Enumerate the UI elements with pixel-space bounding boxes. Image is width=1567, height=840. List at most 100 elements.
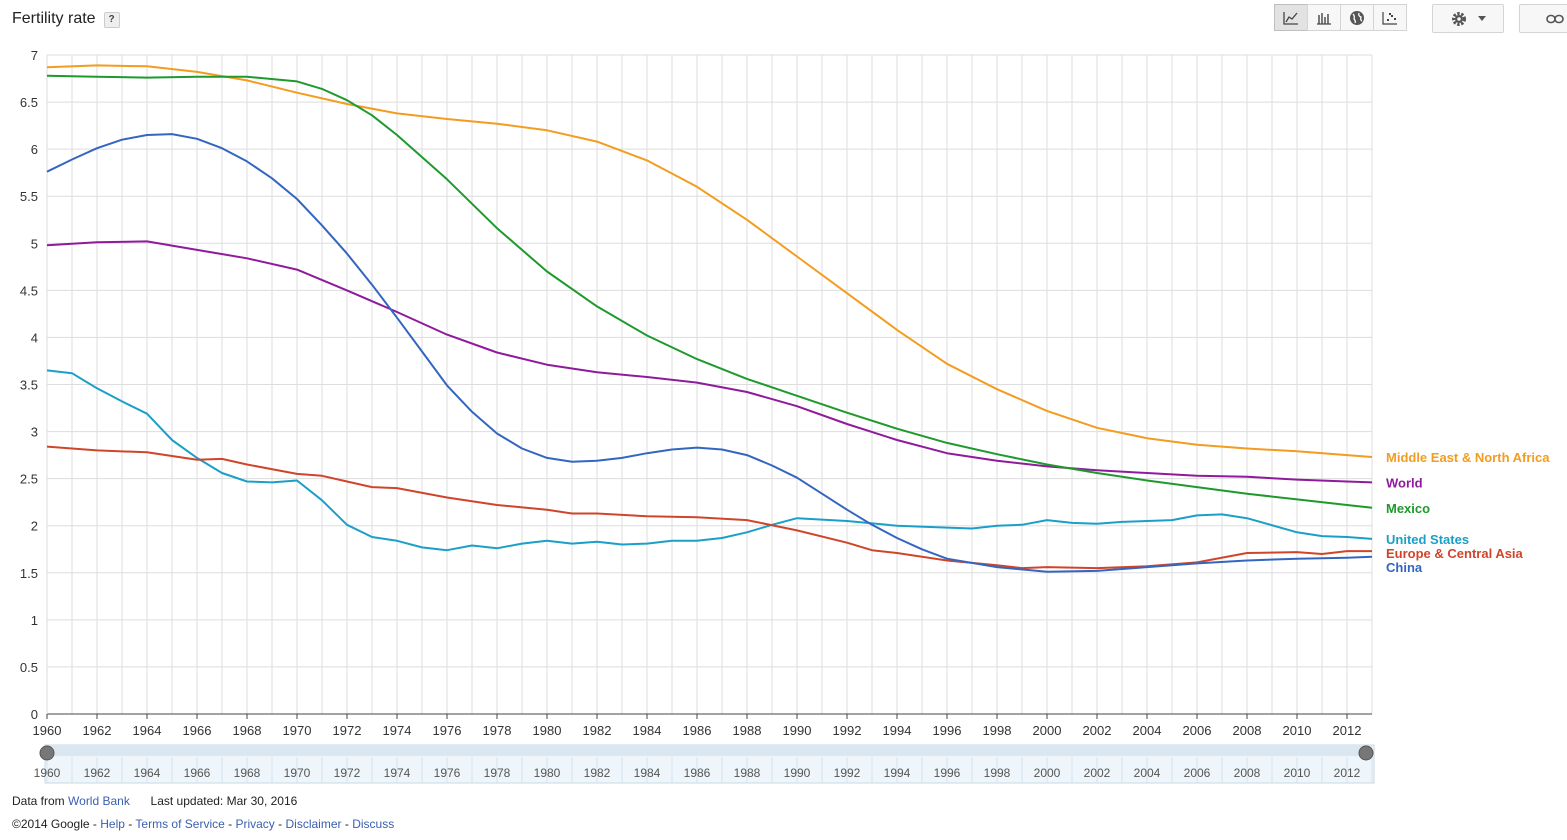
world-bank-link[interactable]: World Bank <box>68 794 130 808</box>
slider-tick-label: 1986 <box>684 766 711 780</box>
series-line <box>46 74 1373 509</box>
x-axis-ticks: 1960 1962 1964 1966 1968 1970 1972 1974 1976 1978… <box>33 714 1362 738</box>
x-tick-label: 1986 <box>683 723 712 738</box>
y-tick-label: 1.5 <box>20 566 38 581</box>
y-axis-ticks: 0 0.5 1 1.5 2 2.5 3 3.5 4 4.5 5 5.5 6 6.5 7 <box>20 48 38 722</box>
line-chart-icon <box>1283 11 1298 25</box>
scatter-chart-icon <box>1382 11 1397 25</box>
y-tick-label: 4.5 <box>20 283 38 298</box>
series-end-labels: Middle East & North Africa World Mexico Uni… <box>1386 450 1550 575</box>
series-line <box>46 64 1373 458</box>
y-tick-label: 3.5 <box>20 378 38 393</box>
grid <box>46 54 1373 715</box>
slider-tick-label: 1996 <box>934 766 961 780</box>
help-link[interactable]: Help <box>100 817 125 831</box>
link-button[interactable] <box>1519 4 1567 33</box>
data-source-line: Data from World Bank Last updated: Mar 3… <box>12 794 297 808</box>
map-icon <box>1350 10 1364 25</box>
chart-type-toolbar <box>1274 4 1407 31</box>
x-tick-label: 1994 <box>883 723 912 738</box>
x-tick-label: 1992 <box>833 723 862 738</box>
slider-tick-label: 2008 <box>1234 766 1261 780</box>
series-line <box>46 240 1373 484</box>
series-end-label: Middle East & North Africa <box>1386 450 1550 465</box>
settings-button[interactable] <box>1432 4 1504 33</box>
slider-selection <box>47 746 1372 756</box>
x-tick-label: 2012 <box>1333 723 1362 738</box>
slider-tick-label: 1982 <box>584 766 611 780</box>
slider-tick-label: 1984 <box>634 766 661 780</box>
y-tick-label: 2 <box>31 519 38 534</box>
x-tick-label: 1996 <box>933 723 962 738</box>
series-end-label: China <box>1386 560 1423 575</box>
link-icon <box>1546 14 1564 23</box>
slider-tick-label: 1988 <box>734 766 761 780</box>
scatter-chart-button[interactable] <box>1373 4 1407 31</box>
series-end-label: Europe & Central Asia <box>1386 546 1524 561</box>
x-tick-label: 1990 <box>783 723 812 738</box>
y-tick-label: 1 <box>31 613 38 628</box>
slider-tick-label: 1972 <box>334 766 361 780</box>
x-tick-label: 1966 <box>183 723 212 738</box>
x-tick-label: 1962 <box>83 723 112 738</box>
slider-tick-label: 1970 <box>284 766 311 780</box>
x-tick-label: 2010 <box>1283 723 1312 738</box>
privacy-link[interactable]: Privacy <box>235 817 275 831</box>
chart-title: Fertility rate <box>12 10 96 27</box>
y-tick-label: 5 <box>31 236 38 251</box>
x-tick-label: 2008 <box>1233 723 1262 738</box>
slider-tick-label: 2006 <box>1184 766 1211 780</box>
slider-tick-label: 1976 <box>434 766 461 780</box>
gear-icon <box>1452 11 1466 26</box>
x-tick-label: 1964 <box>133 723 162 738</box>
series-line <box>46 445 1372 570</box>
slider-tick-label: 1964 <box>134 766 161 780</box>
time-range-slider[interactable]: 1960 1962 1964 1966 1968 1970 1972 1974 1976 1978… <box>34 744 1375 784</box>
fertility-line-chart: 00.511.522.533.544.555.566.57 1960 1962 19… <box>20 48 1550 784</box>
slider-tick-label: 1998 <box>984 766 1011 780</box>
x-tick-label: 1972 <box>333 723 362 738</box>
series-line <box>46 133 1373 573</box>
last-updated: Last updated: Mar 30, 2016 <box>150 794 298 808</box>
bar-chart-button[interactable] <box>1307 4 1341 31</box>
terms-link[interactable]: Terms of Service <box>135 817 225 831</box>
x-tick-label: 1980 <box>533 723 562 738</box>
series-end-label: Mexico <box>1386 501 1430 516</box>
slider-tick-label: 1974 <box>384 766 411 780</box>
slider-tick-label: 1962 <box>84 766 111 780</box>
y-tick-label: 3 <box>31 425 38 440</box>
x-tick-label: 1976 <box>433 723 462 738</box>
slider-tick-label: 1966 <box>184 766 211 780</box>
slider-tick-label: 2004 <box>1134 766 1161 780</box>
discuss-link[interactable]: Discuss <box>352 817 395 831</box>
slider-handle-right[interactable] <box>1358 745 1374 761</box>
slider-tick-label: 2002 <box>1084 766 1111 780</box>
y-tick-label: 0 <box>31 707 38 722</box>
slider-tick-label: 1960 <box>34 766 61 780</box>
x-tick-label: 2000 <box>1033 723 1062 738</box>
slider-tick-label: 1980 <box>534 766 561 780</box>
x-tick-label: 1984 <box>633 723 662 738</box>
series-lines <box>46 64 1373 573</box>
slider-handle-left[interactable] <box>39 745 55 761</box>
x-tick-label: 1960 <box>33 723 62 738</box>
slider-tick-label: 1992 <box>834 766 861 780</box>
slider-tick-label: 2012 <box>1334 766 1361 780</box>
slider-tick-label: 1968 <box>234 766 261 780</box>
copyright: ©2014 Google <box>12 817 90 831</box>
x-tick-label: 1982 <box>583 723 612 738</box>
x-tick-label: 1970 <box>283 723 312 738</box>
x-tick-label: 2002 <box>1083 723 1112 738</box>
slider-tick-label: 1994 <box>884 766 911 780</box>
x-tick-label: 2004 <box>1133 723 1162 738</box>
help-button[interactable]: ? <box>103 12 120 28</box>
disclaimer-link[interactable]: Disclaimer <box>285 817 342 831</box>
x-tick-label: 1978 <box>483 723 512 738</box>
chevron-down-icon <box>1478 16 1486 21</box>
x-tick-label: 2006 <box>1183 723 1212 738</box>
y-tick-label: 6.5 <box>20 95 38 110</box>
x-tick-label: 1974 <box>383 723 412 738</box>
series-line <box>46 369 1373 552</box>
series-end-label: World <box>1386 475 1423 490</box>
chart-title-bar: Fertility rate ? <box>12 10 120 28</box>
